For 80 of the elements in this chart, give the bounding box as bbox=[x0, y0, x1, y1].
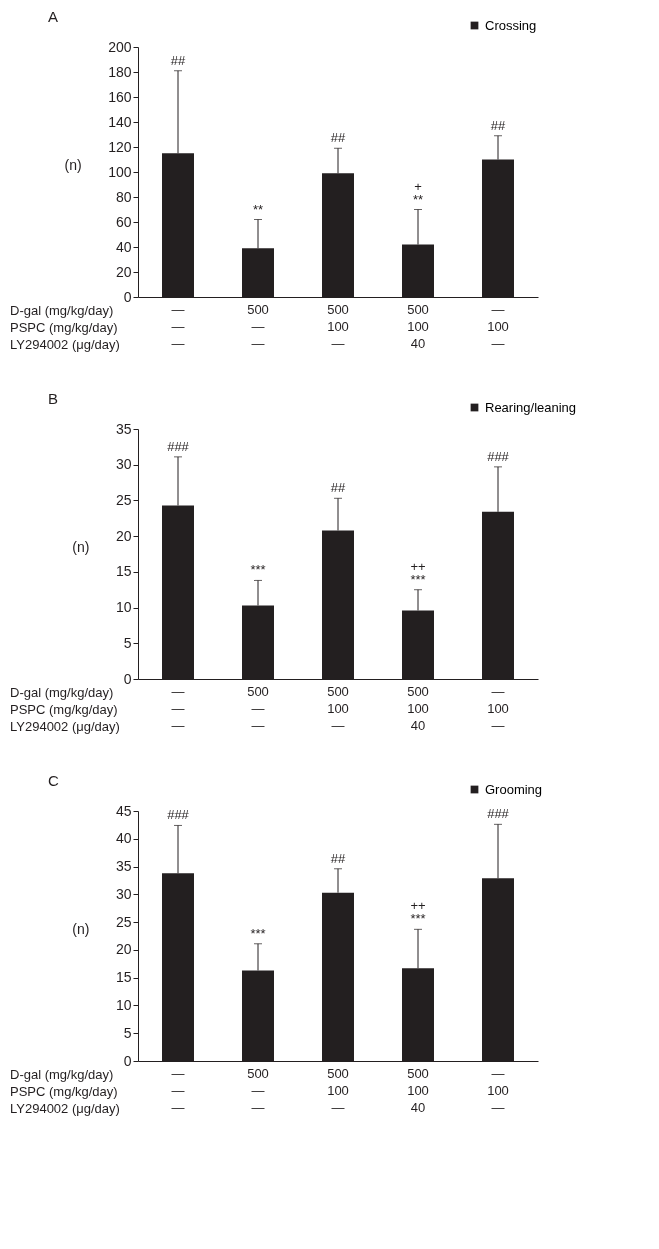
y-axis-title: (n) bbox=[72, 920, 90, 937]
y-tick-label: 15 bbox=[115, 563, 132, 580]
annotation: ++ bbox=[410, 898, 426, 914]
y-tick-label: 0 bbox=[123, 1052, 132, 1069]
x-tick-label: 500 — — bbox=[247, 1065, 269, 1115]
y-tick-label: 0 bbox=[123, 670, 132, 687]
annotation: *** bbox=[410, 571, 426, 587]
text: D-gal (mg/kg/day) bbox=[10, 685, 114, 700]
annotation: ## bbox=[330, 850, 346, 866]
y-tick-label: 0 bbox=[123, 288, 132, 305]
x-tick-label: 500 — — bbox=[247, 301, 269, 351]
y-tick-label: 30 bbox=[115, 885, 132, 902]
annotation: ** bbox=[252, 201, 264, 217]
y-tick-label: 5 bbox=[123, 634, 132, 651]
annotation: ++ bbox=[410, 558, 426, 574]
annotation: ### bbox=[167, 438, 190, 454]
y-tick-label: 25 bbox=[115, 913, 132, 930]
y-tick-label: 160 bbox=[108, 88, 132, 105]
y-tick-label: 10 bbox=[115, 996, 132, 1013]
y-tick-label: 20 bbox=[115, 263, 132, 280]
y-tick-label: 40 bbox=[115, 830, 132, 847]
annotation: ## bbox=[330, 480, 346, 496]
x-tick-label: 500 — — bbox=[247, 683, 269, 733]
x-tick-label: — 100 — bbox=[487, 683, 509, 733]
y-tick-label: 200 bbox=[108, 38, 132, 55]
x-tick-label: — — — bbox=[171, 683, 185, 733]
y-tick-label: 80 bbox=[115, 188, 132, 205]
y-tick-label: 5 bbox=[123, 1024, 132, 1041]
annotation: ## bbox=[330, 130, 346, 146]
annotation: + bbox=[414, 178, 422, 194]
y-axis-title: (n) bbox=[64, 156, 82, 173]
x-tick-label: 500 100 40 bbox=[407, 301, 429, 351]
text: D-gal (mg/kg/day) bbox=[10, 303, 114, 318]
y-tick-label: 20 bbox=[115, 527, 132, 544]
annotation: ## bbox=[490, 117, 506, 133]
text: PSPC (mg/kg/day) bbox=[10, 320, 118, 335]
legend-label: Crossing bbox=[485, 17, 537, 33]
y-tick-label: 100 bbox=[108, 163, 132, 180]
y-tick-label: 10 bbox=[115, 599, 132, 616]
x-tick-label: 500 100 40 bbox=[407, 683, 429, 733]
chart-title: A bbox=[48, 8, 59, 25]
text: LY294002 (μg/day) bbox=[10, 719, 120, 734]
text: LY294002 (μg/day) bbox=[10, 337, 120, 352]
annotation: ### bbox=[487, 448, 510, 464]
x-tick-label: — 100 — bbox=[487, 301, 509, 351]
x-tick-label: 500 100 40 bbox=[407, 1065, 429, 1115]
x-tick-label: 500 100 — bbox=[327, 301, 349, 351]
y-tick-label: 35 bbox=[115, 858, 132, 875]
y-tick-label: 120 bbox=[108, 138, 132, 155]
x-tick-label: — 100 — bbox=[487, 1065, 509, 1115]
y-tick-label: 60 bbox=[115, 213, 132, 230]
annotation: ### bbox=[167, 807, 190, 823]
x-tick-label: 500 100 — bbox=[327, 1065, 349, 1115]
text: PSPC (mg/kg/day) bbox=[10, 1084, 118, 1099]
x-tick-label: 500 100 — bbox=[327, 683, 349, 733]
annotation: ## bbox=[170, 52, 186, 68]
text: PSPC (mg/kg/day) bbox=[10, 702, 118, 717]
x-tick-label: — — — bbox=[171, 301, 185, 351]
y-tick-label: 25 bbox=[115, 491, 132, 508]
chart-title: C bbox=[48, 772, 59, 789]
y-tick-label: 180 bbox=[108, 63, 132, 80]
annotation: ### bbox=[487, 806, 510, 822]
y-axis-title: (n) bbox=[72, 538, 90, 555]
y-tick-label: 20 bbox=[115, 941, 132, 958]
y-tick-label: 140 bbox=[108, 113, 132, 130]
y-tick-label: 30 bbox=[115, 456, 132, 473]
annotation: *** bbox=[250, 562, 266, 578]
annotation: *** bbox=[410, 911, 426, 927]
legend-label: Grooming bbox=[485, 781, 543, 797]
y-tick-label: 40 bbox=[115, 238, 132, 255]
legend-label: Rearing/leaning bbox=[485, 399, 577, 415]
annotation: ** bbox=[412, 191, 424, 207]
y-tick-label: 35 bbox=[115, 420, 132, 437]
annotation: *** bbox=[250, 925, 266, 941]
x-tick-label: — — — bbox=[171, 1065, 185, 1115]
y-tick-label: 15 bbox=[115, 969, 132, 986]
text: LY294002 (μg/day) bbox=[10, 1101, 120, 1116]
chart-title: B bbox=[48, 390, 59, 407]
y-tick-label: 45 bbox=[115, 802, 132, 819]
text: D-gal (mg/kg/day) bbox=[10, 1067, 114, 1082]
